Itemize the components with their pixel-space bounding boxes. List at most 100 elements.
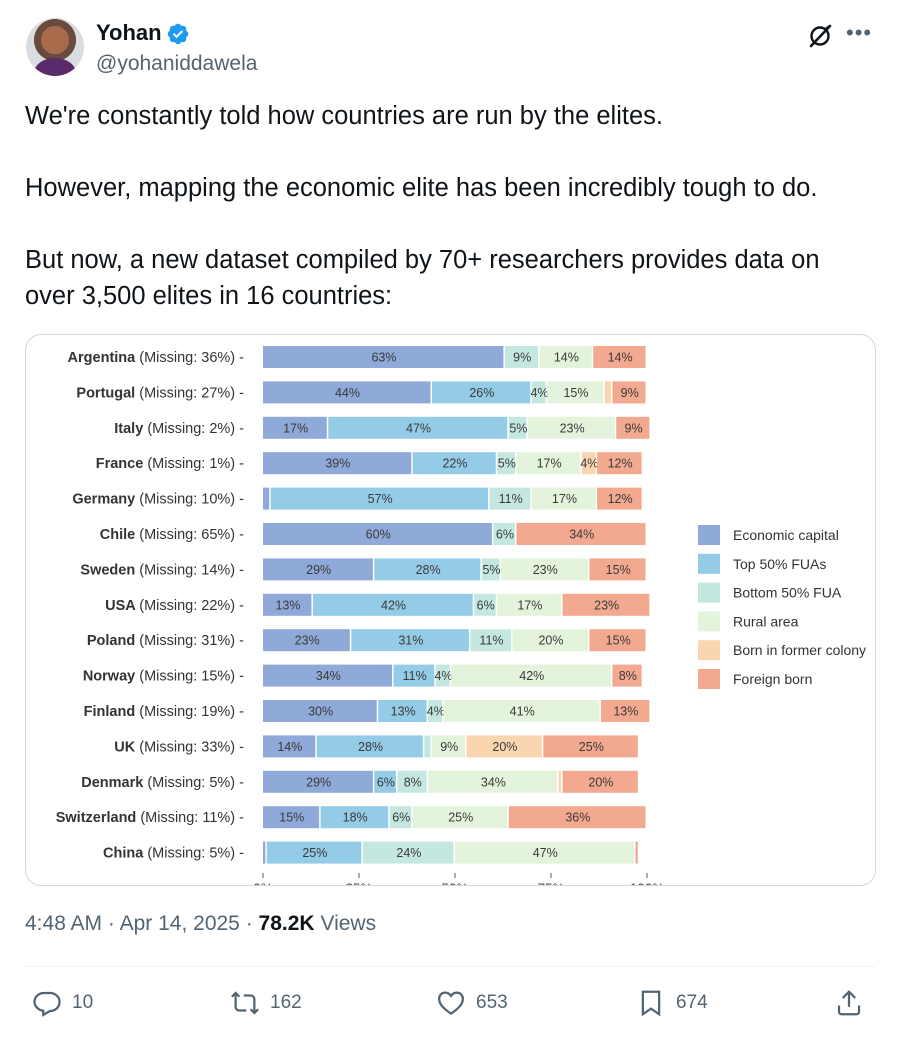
data-label: 42% — [519, 669, 544, 683]
x-tick-label: 50% — [441, 881, 468, 885]
data-label: 4% — [427, 705, 445, 719]
bar-segment — [316, 735, 423, 758]
bookmark-button[interactable]: 674 — [636, 985, 708, 1021]
bar-segment — [562, 593, 650, 616]
missing-share: (Missing: 5%) - — [147, 775, 244, 791]
bar-segment — [263, 664, 393, 687]
grok-icon[interactable] — [806, 22, 834, 50]
bar-segment — [435, 664, 450, 687]
missing-share: (Missing: 22%) - — [139, 598, 244, 614]
data-label: 39% — [325, 457, 350, 471]
data-label: 34% — [481, 775, 506, 789]
row-label: USA (Missing: 22%) - — [105, 598, 244, 614]
data-label: 25% — [448, 811, 473, 825]
bar-segment — [597, 452, 642, 475]
bar-segment — [362, 841, 454, 864]
bar-segment — [508, 806, 646, 829]
data-label: 6% — [377, 775, 395, 789]
country-name: Poland — [87, 633, 139, 649]
bar-segment — [263, 841, 266, 864]
data-label: 8% — [404, 775, 422, 789]
author-handle[interactable]: @yohaniddawela — [96, 52, 258, 75]
bar-segment — [428, 770, 558, 793]
data-label: 60% — [366, 528, 391, 542]
repost-button[interactable]: 162 — [230, 985, 302, 1021]
legend-label: Economic capital — [733, 527, 839, 543]
data-label: 13% — [613, 705, 638, 719]
more-options-icon[interactable]: ••• — [846, 20, 873, 45]
x-tick-label: 100% — [630, 881, 665, 885]
tweet-meta: 4:48 AM · Apr 14, 2025 · 78.2K Views — [25, 912, 376, 936]
country-name: Denmark — [81, 775, 147, 791]
row-label: Sweden (Missing: 14%) - — [80, 562, 244, 578]
data-label: 4% — [580, 457, 598, 471]
row-label: Denmark (Missing: 5%) - — [81, 775, 244, 791]
bar-segment — [263, 770, 373, 793]
data-label: 13% — [275, 598, 300, 612]
bar-segment — [558, 770, 562, 793]
views-count: 78.2K — [258, 912, 315, 935]
author-name[interactable]: Yohan — [96, 20, 162, 45]
bar-segment — [504, 346, 538, 368]
row-label: Portugal (Missing: 27%) - — [76, 385, 244, 401]
bar-segment — [263, 416, 327, 439]
data-label: 47% — [533, 846, 558, 860]
legend-swatch — [698, 611, 720, 632]
bar-segment — [612, 381, 646, 404]
bar-segment — [489, 487, 531, 510]
bar-segment — [263, 452, 412, 475]
missing-share: (Missing: 2%) - — [147, 421, 244, 437]
legend-label: Foreign born — [733, 671, 812, 687]
stacked-bar-chart: Argentina (Missing: 36%) - 63% 9% 14% 14% Por… — [56, 346, 866, 885]
bar-segment — [263, 700, 377, 722]
avatar[interactable] — [26, 18, 84, 76]
share-button[interactable] — [834, 985, 874, 1021]
data-label: 8% — [619, 669, 637, 683]
bar-segment — [581, 452, 596, 475]
chart-image[interactable]: Argentina (Missing: 36%) - 63% 9% 14% 14% Por… — [25, 334, 876, 886]
data-label: 36% — [565, 811, 590, 825]
bar-segment — [397, 770, 427, 793]
bar-segment — [263, 593, 312, 616]
country-name: USA — [105, 598, 139, 614]
data-label: 23% — [560, 421, 585, 435]
tweet-time[interactable]: 4:48 AM — [25, 912, 103, 935]
tweet-date[interactable]: Apr 14, 2025 — [119, 912, 240, 935]
missing-share: (Missing: 11%) - — [140, 810, 244, 826]
bar-segment — [589, 629, 646, 652]
bar-segment — [512, 629, 588, 652]
data-label: 12% — [608, 492, 633, 506]
data-label: 11% — [403, 669, 427, 683]
bar-segment — [474, 593, 496, 616]
bar-segment — [470, 629, 512, 652]
missing-share: (Missing: 5%) - — [147, 846, 244, 862]
bar-segment — [543, 735, 638, 758]
x-tick-label: 0% — [253, 881, 273, 885]
data-label: 17% — [283, 421, 308, 435]
bar-segment — [635, 841, 638, 864]
x-tick-label: 25% — [345, 881, 372, 885]
data-label: 18% — [343, 811, 368, 825]
legend-label: Born in former colony — [733, 642, 866, 658]
data-label: 14% — [554, 351, 579, 365]
data-label: 5% — [482, 563, 500, 577]
missing-share: (Missing: 19%) - — [139, 704, 244, 720]
data-label: 17% — [517, 598, 542, 612]
legend-swatch — [698, 553, 720, 574]
missing-share: (Missing: 1%) - — [147, 456, 244, 472]
data-label: 20% — [538, 634, 563, 648]
data-label: 12% — [608, 457, 633, 471]
legend-label: Rural area — [733, 613, 799, 629]
data-label: 26% — [469, 386, 494, 400]
bar-segment — [455, 841, 634, 864]
like-button[interactable]: 653 — [436, 985, 508, 1021]
data-label: 63% — [371, 351, 396, 365]
x-tick-label: 75% — [537, 881, 564, 885]
data-label: 23% — [295, 634, 320, 648]
bar-segment — [481, 558, 500, 581]
reply-button[interactable]: 10 — [32, 985, 93, 1021]
data-label: 28% — [358, 740, 383, 754]
row-label: Germany (Missing: 10%) - — [72, 492, 244, 508]
country-name: Italy — [114, 421, 147, 437]
bar-segment — [493, 523, 515, 545]
